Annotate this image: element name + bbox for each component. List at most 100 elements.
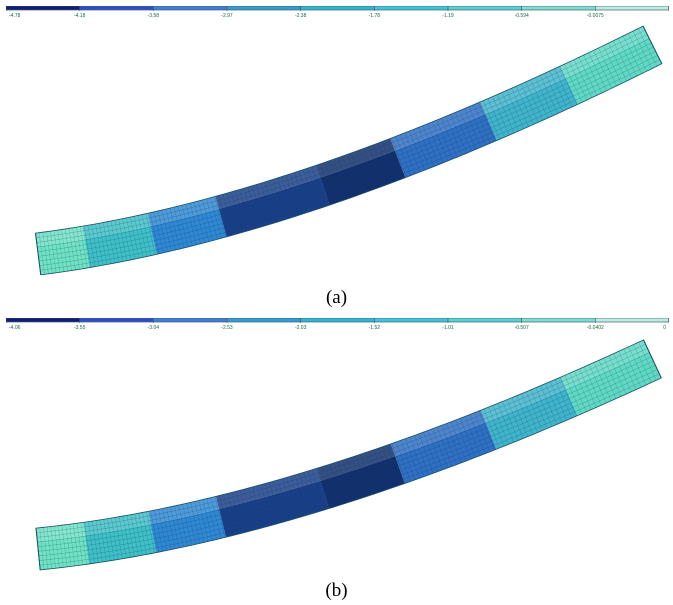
- mesh-line-transverse: [69, 524, 76, 566]
- mesh-line-transverse: [598, 47, 617, 86]
- mesh-line-transverse: [227, 493, 238, 535]
- mesh-line-transverse: [210, 197, 222, 239]
- mesh-line-transverse: [80, 226, 88, 269]
- mesh-line-transverse: [427, 430, 443, 470]
- mesh-line-transverse: [422, 125, 439, 165]
- legend-swatch: [595, 6, 669, 11]
- mesh-line-transverse: [387, 445, 402, 485]
- mesh-line-transverse: [516, 86, 534, 125]
- mesh-line-transverse: [126, 515, 135, 557]
- mesh-line-transverse: [324, 162, 339, 203]
- mesh-line-transverse: [169, 208, 180, 249]
- mesh-line-transverse: [84, 522, 91, 564]
- mesh-line-transverse: [400, 134, 416, 174]
- mesh-line-transverse: [103, 519, 111, 561]
- mesh-line-transverse: [43, 527, 48, 570]
- legend-tick-label: -1.78: [369, 13, 381, 19]
- mesh-line-transverse: [469, 414, 486, 454]
- deformed-beam-b: [35, 339, 662, 571]
- mesh-line-transverse: [235, 491, 247, 533]
- mesh-line-transverse: [540, 385, 558, 425]
- mesh-line-transverse: [414, 435, 429, 475]
- mesh-line-transverse: [525, 81, 544, 121]
- mesh-line-transverse: [450, 421, 467, 462]
- caption-a: (a): [325, 287, 348, 308]
- mesh-line-transverse: [134, 513, 143, 556]
- mesh-line-transverse: [256, 184, 269, 225]
- mesh-line-transverse: [118, 219, 128, 261]
- mesh-line-transverse: [290, 173, 304, 214]
- mesh-line-transverse: [307, 168, 321, 209]
- legend-tick-label: -2.53: [221, 325, 233, 331]
- mesh-line-transverse: [178, 505, 188, 547]
- mesh-line-transverse: [559, 66, 578, 105]
- mesh-line-transverse: [409, 131, 425, 171]
- mesh-line-transverse: [623, 349, 642, 388]
- mesh-line-transverse: [222, 194, 235, 235]
- mesh-line-transverse: [369, 451, 384, 492]
- mesh-line-transverse: [307, 471, 321, 512]
- legend-bar-b: -4.06 -3.55 -3.04 -2.53 -2.03 -1.52 -1.01 -0.50…: [6, 318, 669, 331]
- mesh-line-transverse: [478, 410, 495, 451]
- mesh-line-transverse: [418, 433, 434, 474]
- mesh-line-transverse: [114, 220, 124, 262]
- mesh-line-transverse: [150, 510, 159, 553]
- mesh-line-transverse: [50, 231, 57, 273]
- mesh-line-transverse: [107, 518, 115, 561]
- mesh-line-transverse: [530, 389, 548, 429]
- mesh-line-transverse: [396, 441, 411, 482]
- legend-tick-label: -0.0075: [587, 13, 604, 19]
- caption-b: (b): [325, 580, 348, 601]
- mesh-line-transverse: [418, 127, 435, 167]
- beam-zone-side: [320, 456, 405, 509]
- mesh-line-transverse: [511, 88, 529, 127]
- mesh-line-transverse: [76, 523, 83, 565]
- mesh-line-transverse: [286, 477, 299, 518]
- legend-swatch: [595, 318, 669, 323]
- mesh-line-transverse: [223, 494, 234, 536]
- mesh-line-transverse: [628, 346, 647, 386]
- mesh-line-transverse: [455, 112, 472, 152]
- mesh-line-transverse: [315, 165, 330, 206]
- mesh-line-transverse: [173, 207, 185, 248]
- mesh-line-transverse: [391, 443, 406, 484]
- mesh-line-transverse: [627, 33, 647, 72]
- legend-swatch: [79, 318, 154, 323]
- mesh-line-transverse: [165, 209, 176, 250]
- mesh-line-transverse: [72, 227, 80, 270]
- legend-tick-label: -3.04: [148, 325, 160, 331]
- beam-zone-side: [566, 351, 662, 416]
- mesh-line-transverse: [468, 106, 486, 146]
- mesh-line-transverse: [535, 387, 553, 427]
- mesh-line-transverse: [328, 160, 344, 201]
- mesh-line-transverse: [58, 525, 64, 568]
- mesh-line-transverse: [214, 496, 226, 538]
- mesh-line-transverse: [492, 405, 509, 445]
- mesh-line-transverse: [247, 187, 260, 228]
- mesh-line-transverse: [497, 403, 514, 443]
- mesh-line-transverse: [189, 203, 201, 244]
- mesh-line-transverse: [320, 466, 334, 508]
- mesh-line-transverse: [554, 379, 572, 419]
- mesh-line-transverse: [395, 136, 411, 176]
- mesh-line-transverse: [126, 217, 136, 260]
- legend-swatch: [521, 318, 596, 323]
- mesh-line-transverse: [355, 151, 370, 191]
- mesh-line-transverse: [92, 521, 99, 563]
- mesh-line-transverse: [511, 397, 529, 437]
- mesh-line-transverse: [218, 195, 231, 236]
- mesh-line-transverse: [312, 469, 325, 510]
- legend-tick-label: -0.594: [515, 13, 529, 19]
- mesh-line-transverse: [478, 102, 496, 142]
- legend-tick-label: -2.38: [295, 13, 307, 19]
- mesh-line-transverse: [427, 123, 444, 163]
- mesh-line-transverse: [122, 516, 131, 558]
- mesh-line-transverse: [613, 40, 632, 79]
- mesh-line-transverse: [146, 511, 155, 553]
- legend-swatch: [300, 318, 375, 323]
- mesh-line-transverse: [441, 118, 458, 158]
- mesh-line-transverse: [588, 52, 607, 91]
- mesh-line-transverse: [346, 154, 361, 195]
- mesh-line-transverse: [502, 401, 519, 441]
- mesh-line-transverse: [65, 524, 72, 567]
